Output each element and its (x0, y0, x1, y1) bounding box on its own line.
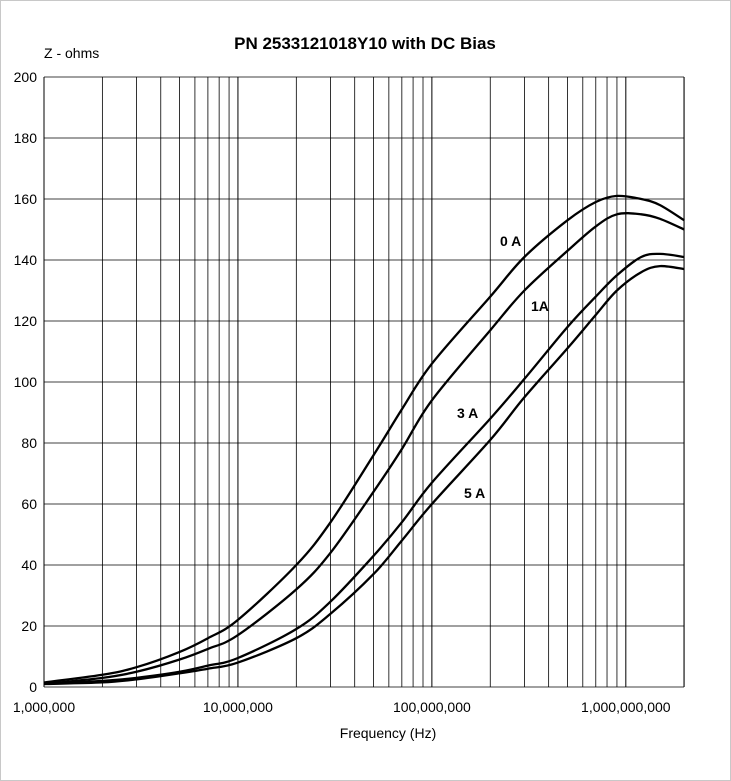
series-lines (43, 194, 685, 686)
y-tick-label: 180 (14, 130, 38, 146)
x-tick-label: 100,000,000 (393, 699, 471, 715)
series-labels: 0 A 1A 3 A 5 A (457, 233, 549, 501)
y-tick-label: 60 (21, 496, 37, 512)
y-tick-label: 40 (21, 557, 37, 573)
series-label: 5 A (464, 485, 485, 501)
y-tick-label: 200 (14, 69, 38, 85)
y-tick-label: 160 (14, 191, 38, 207)
x-tick-label: 1,000,000 (13, 699, 75, 715)
x-axis-title: Frequency (Hz) (340, 725, 436, 741)
grid-lines (43, 76, 685, 688)
series-label: 3 A (457, 405, 478, 421)
y-tick-label: 120 (14, 313, 38, 329)
y-tick-label: 20 (21, 618, 37, 634)
series-label: 1A (531, 298, 549, 314)
series-line (43, 212, 685, 686)
y-tick-label: 140 (14, 252, 38, 268)
x-tick-label: 1,000,000,000 (581, 699, 671, 715)
chart-title: PN 2533121018Y10 with DC Bias (234, 34, 496, 53)
series-line (43, 252, 685, 686)
tick-labels: 0 20 40 60 80 100 120 140 160 180 200 1,000,000 10,0… (13, 69, 671, 715)
series-line (43, 194, 685, 684)
y-axis-title: Z - ohms (44, 45, 99, 61)
y-tick-label: 0 (29, 679, 37, 695)
series-line (43, 264, 685, 686)
x-tick-label: 10,000,000 (203, 699, 273, 715)
y-tick-label: 100 (14, 374, 38, 390)
y-tick-label: 80 (21, 435, 37, 451)
series-label: 0 A (500, 233, 521, 249)
